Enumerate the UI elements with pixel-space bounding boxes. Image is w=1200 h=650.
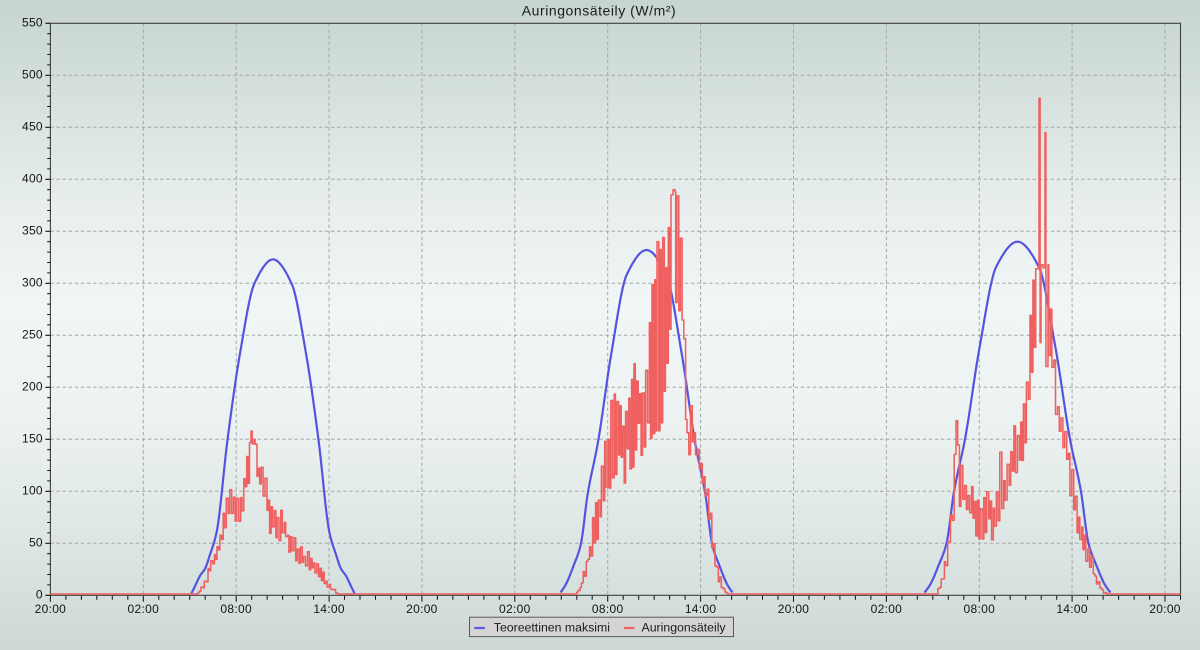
svg-text:20:00: 20:00	[35, 602, 67, 616]
svg-text:400: 400	[22, 171, 43, 185]
svg-text:20:00: 20:00	[778, 602, 810, 616]
svg-text:350: 350	[22, 223, 43, 237]
svg-text:14:00: 14:00	[685, 602, 717, 616]
svg-text:500: 500	[22, 67, 43, 81]
svg-text:200: 200	[22, 379, 43, 393]
svg-text:02:00: 02:00	[128, 602, 160, 616]
svg-text:Auringonsäteily (W/m²): Auringonsäteily (W/m²)	[522, 3, 676, 19]
svg-text:Auringonsäteily: Auringonsäteily	[642, 621, 727, 635]
svg-text:150: 150	[22, 431, 43, 445]
svg-text:450: 450	[22, 119, 43, 133]
svg-text:300: 300	[22, 275, 43, 289]
svg-text:100: 100	[22, 483, 43, 497]
svg-text:550: 550	[22, 15, 43, 29]
svg-text:0: 0	[36, 587, 43, 601]
svg-text:08:00: 08:00	[592, 602, 624, 616]
svg-text:20:00: 20:00	[1149, 602, 1181, 616]
svg-text:250: 250	[22, 327, 43, 341]
svg-text:50: 50	[29, 535, 43, 549]
svg-text:02:00: 02:00	[871, 602, 903, 616]
svg-text:08:00: 08:00	[964, 602, 996, 616]
svg-text:14:00: 14:00	[313, 602, 345, 616]
svg-text:02:00: 02:00	[499, 602, 531, 616]
svg-text:08:00: 08:00	[220, 602, 252, 616]
svg-text:14:00: 14:00	[1056, 602, 1088, 616]
svg-text:Teoreettinen maksimi: Teoreettinen maksimi	[494, 621, 610, 635]
svg-text:20:00: 20:00	[406, 602, 438, 616]
